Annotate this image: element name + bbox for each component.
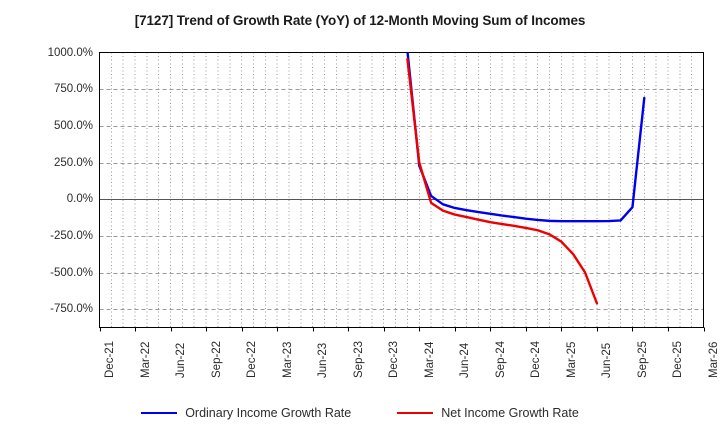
y-tick-label: 250.0% xyxy=(53,156,93,169)
x-tick-label: Mar-23 xyxy=(281,341,294,378)
y-axis-tick-labels: 1000.0% 750.0% 500.0% 250.0% 0.0% -250.0% -500… xyxy=(0,0,93,440)
x-tick-label: Jun-24 xyxy=(459,342,472,378)
legend-entry-ordinary-income[interactable]: Ordinary Income Growth Rate xyxy=(141,406,351,420)
x-tick-label: Dec-23 xyxy=(388,340,401,378)
x-tick-label: Mar-26 xyxy=(708,341,720,378)
y-tick-label: 1000.0% xyxy=(47,46,93,59)
chart-legend: Ordinary Income Growth Rate Net Income Gr… xyxy=(0,406,720,420)
legend-label: Net Income Growth Rate xyxy=(441,406,579,420)
x-tick-label: Dec-22 xyxy=(246,340,259,378)
series-line-ordinary-income xyxy=(406,52,646,223)
y-tick-label: 750.0% xyxy=(53,83,93,96)
x-tick-label: Mar-22 xyxy=(139,341,152,378)
x-tick-label: Jun-22 xyxy=(175,342,188,378)
y-tick-label: -500.0% xyxy=(50,266,93,279)
x-tick-label: Mar-25 xyxy=(565,341,578,378)
y-tick-label: -750.0% xyxy=(50,303,93,316)
legend-color-swatch xyxy=(141,412,178,414)
x-tick-label: Dec-25 xyxy=(672,340,685,378)
x-tick-label: Mar-24 xyxy=(423,341,436,378)
y-tick-label: -250.0% xyxy=(50,229,93,242)
series-line-net-income xyxy=(406,57,599,305)
legend-entry-net-income[interactable]: Net Income Growth Rate xyxy=(397,406,579,420)
x-tick-label: Jun-23 xyxy=(317,342,330,378)
x-tick-label: Sep-22 xyxy=(210,340,223,378)
x-tick-label: Sep-25 xyxy=(636,340,649,378)
y-tick-label: 0.0% xyxy=(66,193,93,206)
chart-title: [7127] Trend of Growth Rate (YoY) of 12-… xyxy=(134,13,586,28)
x-tick-label: Jun-25 xyxy=(601,342,614,378)
x-tick-label: Dec-21 xyxy=(104,340,116,378)
x-tick-label: Sep-23 xyxy=(352,340,365,378)
legend-label: Ordinary Income Growth Rate xyxy=(185,406,352,420)
x-tick-label: Dec-24 xyxy=(530,340,543,378)
y-tick-label: 500.0% xyxy=(53,119,93,132)
legend-color-swatch xyxy=(397,412,434,414)
x-tick-label: Sep-24 xyxy=(494,340,507,378)
